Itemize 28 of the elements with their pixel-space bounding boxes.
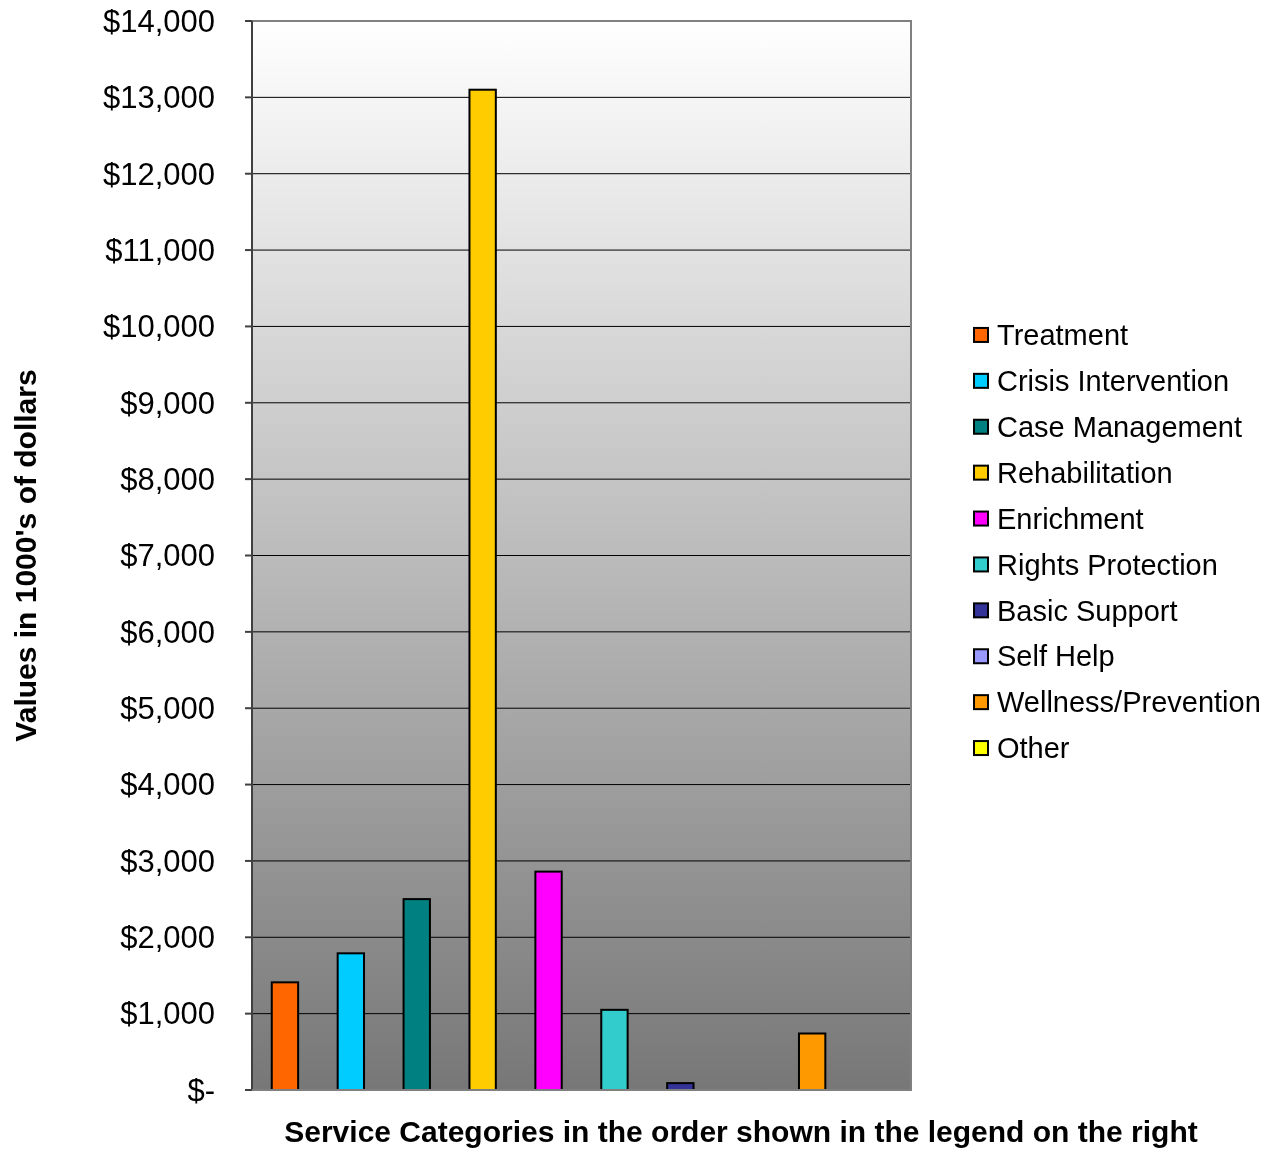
x-axis-title: Service Categories in the order shown in the legend on the right xyxy=(284,1115,1198,1148)
legend-label: Basic Support xyxy=(997,594,1178,627)
legend-label: Rehabilitation xyxy=(997,456,1173,489)
legend-label: Enrichment xyxy=(997,502,1144,535)
y-tick-label: $2,000 xyxy=(120,920,215,956)
y-tick-label: $14,000 xyxy=(102,3,215,39)
legend-label: Treatment xyxy=(997,319,1129,352)
y-axis-title: Values in 1000's of dollars xyxy=(9,369,42,742)
y-tick-label: $13,000 xyxy=(102,80,215,116)
legend-label: Other xyxy=(997,732,1070,765)
legend-label: Wellness/Prevention xyxy=(997,686,1261,719)
legend-label: Case Management xyxy=(997,410,1243,443)
legend-label: Crisis Intervention xyxy=(997,365,1230,397)
y-tick-label: $3,000 xyxy=(120,843,215,879)
y-tick-label: $8,000 xyxy=(120,461,215,497)
legend-label: Rights Protection xyxy=(997,548,1218,581)
y-tick-label: $4,000 xyxy=(120,767,215,803)
y-tick-label: $1,000 xyxy=(120,996,215,1032)
y-tick-label: $11,000 xyxy=(105,232,215,268)
y-tick-label: $6,000 xyxy=(120,614,215,650)
y-tick-label: $9,000 xyxy=(120,385,215,421)
bar xyxy=(797,1032,827,1091)
y-tick-label: $- xyxy=(187,1072,215,1108)
y-tick-label: $5,000 xyxy=(120,691,215,727)
y-tick-label: $7,000 xyxy=(120,538,215,574)
y-tick-label: $10,000 xyxy=(102,309,215,345)
legend-label: Self Help xyxy=(997,640,1115,673)
y-tick-label: $12,000 xyxy=(102,156,215,192)
